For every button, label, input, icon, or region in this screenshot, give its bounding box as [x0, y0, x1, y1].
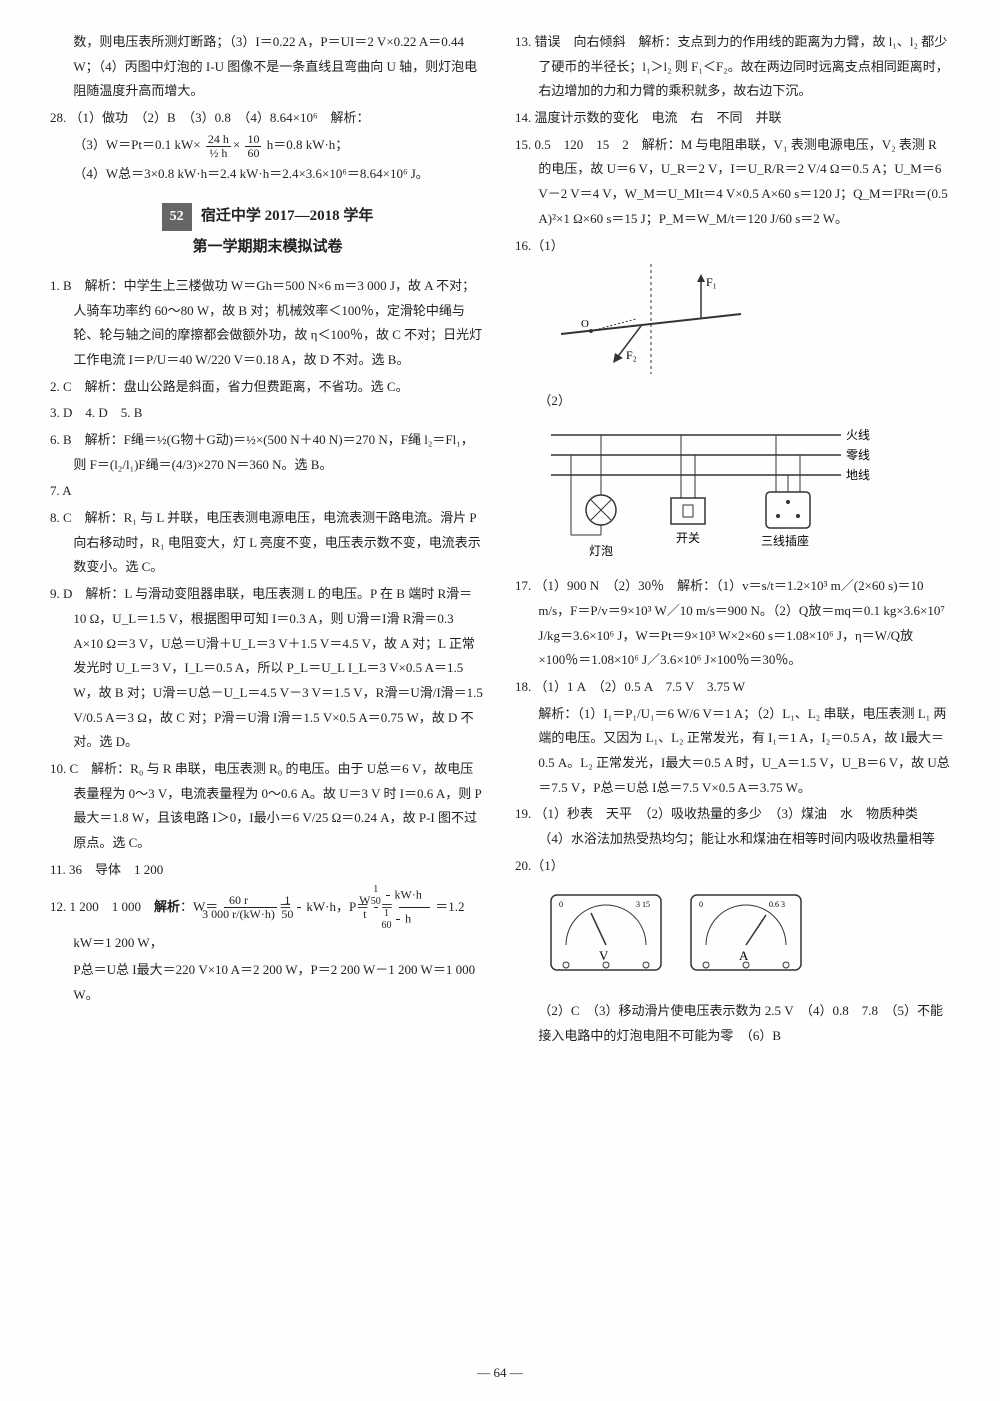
- section-title: 宿迁中学 2017—2018 学年: [201, 208, 374, 224]
- svg-text:0: 0: [699, 900, 703, 909]
- q18-text: 18. （1）1 A （2）0.5 A 7.5 V 3.75 W: [515, 679, 745, 694]
- q16-2: （2）: [515, 389, 950, 414]
- q14-text: 14. 温度计示数的变化 电流 右 不同 并联: [515, 110, 782, 125]
- lever-svg: O F₁ F₂: [541, 264, 761, 374]
- q10: 10. C 解析：R₀ 与 R 串联，电压表测 R₀ 的电压。由于 U总＝6 V…: [50, 757, 485, 856]
- q8-text: 8. C 解析：R₁ 与 L 并联，电压表测电源电压，电流表测干路电流。滑片 P…: [50, 510, 481, 574]
- q17-text: 17. （1）900 N （2）30％ 解析：（1）v＝s/t＝1.2×10³ …: [515, 578, 945, 667]
- q9: 9. D 解析：L 与滑动变阻器串联，电压表测 L 的电压。P 在 B 端时 R…: [50, 582, 485, 755]
- q27-text: 数，则电压表所测灯断路；（3）I＝0.22 A，P＝UI＝2 V×0.22 A＝…: [73, 34, 477, 98]
- q8: 8. C 解析：R₁ 与 L 并联，电压表测电源电压，电流表测干路电流。滑片 P…: [50, 506, 485, 580]
- q2-text: 2. C 解析：盘山公路是斜面，省力但费距离，不省功。选 C。: [50, 379, 409, 394]
- q6-text: 6. B 解析：F绳＝½(G物＋G动)＝½×(500 N＋40 N)＝270 N…: [50, 432, 474, 472]
- q18: 18. （1）1 A （2）0.5 A 7.5 V 3.75 W: [515, 675, 950, 700]
- q13-text: 13. 错误 向右倾斜 解析：支点到力的作用线的距离为力臂，故 l₁、l₂ 都少…: [515, 34, 949, 98]
- svg-text:A: A: [739, 948, 749, 963]
- q6: 6. B 解析：F绳＝½(G物＋G动)＝½×(500 N＋40 N)＝270 N…: [50, 428, 485, 477]
- q20: 20.（1）: [515, 854, 950, 879]
- q28-c: （4）W总＝3×0.8 kW·h＝2.4 kW·h＝2.4×3.6×10⁶＝8.…: [50, 162, 485, 187]
- q16: 16.（1）: [515, 234, 950, 259]
- q12c-text: P总＝U总 I最大＝220 V×10 A＝2 200 W，P＝2 200 W－1…: [73, 962, 475, 1002]
- svg-text:O: O: [581, 318, 589, 330]
- q18b-text: 解析：（1）I₁＝P₁/U₁＝6 W/6 V＝1 A；（2）L₁、L₂ 串联，电…: [538, 706, 949, 795]
- q12-cont: P总＝U总 I最大＝220 V×10 A＝2 200 W，P＝2 200 W－1…: [50, 958, 485, 1007]
- svg-text:地线: 地线: [846, 468, 870, 482]
- q28-b-text: （3）W＝Pt＝0.1 kW× 24 h½ h× 1060 h＝0.8 kW·h…: [73, 137, 348, 152]
- svg-text:开关: 开关: [676, 531, 700, 545]
- q27-cont: 数，则电压表所测灯断路；（3）I＝0.22 A，P＝UI＝2 V×0.22 A＝…: [50, 30, 485, 104]
- svg-text:0: 0: [559, 900, 563, 909]
- meters-svg: V 0 3 15 A 0 0.6 3: [541, 885, 821, 985]
- q16-2-label: （2）: [538, 393, 571, 408]
- page-number: — 64 —: [0, 1361, 1000, 1386]
- q28: 28. （1）做功 （2）B （3）0.8 （4）8.64×10⁶ 解析：: [50, 106, 485, 131]
- q9-text: 9. D 解析：L 与滑动变阻器串联，电压表测 L 的电压。P 在 B 端时 R…: [50, 586, 483, 749]
- q20b-text: （2）C （3）移动滑片使电压表示数为 2.5 V （4）0.8 7.8 （5）…: [538, 1003, 956, 1043]
- q20-label: 20.（1）: [515, 858, 564, 873]
- svg-text:灯泡: 灯泡: [589, 544, 613, 558]
- q7-text: 7. A: [50, 483, 72, 498]
- f1-label: F₁: [706, 275, 717, 289]
- q1-text: 1. B 解析：中学生上三楼做功 W＝Gh＝500 N×6 m＝3 000 J，…: [50, 278, 482, 367]
- svg-text:三线插座: 三线插座: [761, 533, 809, 548]
- q15: 15. 0.5 120 15 2 解析：M 与电阻串联，V₁ 表测电源电压，V₂…: [515, 133, 950, 232]
- q10-text: 10. C 解析：R₀ 与 R 串联，电压表测 R₀ 的电压。由于 U总＝6 V…: [50, 761, 482, 850]
- circuit-svg: 火线 零线 地线 灯泡 开关 三线插座: [541, 420, 901, 560]
- q11-text: 11. 36 导体 1 200: [50, 862, 163, 877]
- q12: 12. 1 200 1 000 解析：W＝ 60 r3 000 r/(kW·h)…: [50, 884, 485, 956]
- svg-text:3 15: 3 15: [636, 900, 650, 909]
- q16-label: 16.（1）: [515, 238, 564, 253]
- diagram-16-2: 火线 零线 地线 灯泡 开关 三线插座: [515, 420, 950, 569]
- q2: 2. C 解析：盘山公路是斜面，省力但费距离，不省功。选 C。: [50, 375, 485, 400]
- section-num: 52: [162, 203, 192, 232]
- f2-label: F₂: [626, 348, 637, 362]
- q3-5: 3. D 4. D 5. B: [50, 401, 485, 426]
- q12-text: 12. 1 200 1 000 解析：W＝ 60 r3 000 r/(kW·h)…: [50, 899, 465, 951]
- q17: 17. （1）900 N （2）30％ 解析：（1）v＝s/t＝1.2×10³ …: [515, 574, 950, 673]
- q20b: （2）C （3）移动滑片使电压表示数为 2.5 V （4）0.8 7.8 （5）…: [515, 999, 950, 1048]
- page: 数，则电压表所测灯断路；（3）I＝0.22 A，P＝UI＝2 V×0.22 A＝…: [0, 0, 1000, 1401]
- svg-text:零线: 零线: [846, 448, 870, 462]
- q18b: 解析：（1）I₁＝P₁/U₁＝6 W/6 V＝1 A；（2）L₁、L₂ 串联，电…: [515, 702, 950, 801]
- q28-c-text: （4）W总＝3×0.8 kW·h＝2.4 kW·h＝2.4×3.6×10⁶＝8.…: [73, 166, 428, 181]
- q19-text: 19. （1）秒表 天平 （2）吸收热量的多少 （3）煤油 水 物质种类 （4）…: [515, 806, 935, 846]
- q14: 14. 温度计示数的变化 电流 右 不同 并联: [515, 106, 950, 131]
- svg-text:V: V: [599, 948, 609, 963]
- svg-text:0.6 3: 0.6 3: [769, 900, 785, 909]
- svg-text:火线: 火线: [846, 428, 870, 442]
- q13: 13. 错误 向右倾斜 解析：支点到力的作用线的距离为力臂，故 l₁、l₂ 都少…: [515, 30, 950, 104]
- q15-text: 15. 0.5 120 15 2 解析：M 与电阻串联，V₁ 表测电源电压，V₂…: [515, 137, 948, 226]
- q28-a: 28. （1）做功 （2）B （3）0.8 （4）8.64×10⁶ 解析：: [50, 110, 370, 125]
- section-sub: 第一学期期末模拟试卷: [50, 233, 485, 262]
- q28-b: （3）W＝Pt＝0.1 kW× 24 h½ h× 1060 h＝0.8 kW·h…: [50, 133, 485, 160]
- diagram-16-1: O F₁ F₂: [515, 264, 950, 383]
- section-52-header: 52 宿迁中学 2017—2018 学年 第一学期期末模拟试卷: [50, 202, 485, 262]
- q1: 1. B 解析：中学生上三楼做功 W＝Gh＝500 N×6 m＝3 000 J，…: [50, 274, 485, 373]
- q11: 11. 36 导体 1 200: [50, 858, 485, 883]
- q7: 7. A: [50, 479, 485, 504]
- diagram-20-1: V 0 3 15 A 0 0.6 3: [515, 885, 950, 994]
- q3-text: 3. D 4. D 5. B: [50, 405, 142, 420]
- q19: 19. （1）秒表 天平 （2）吸收热量的多少 （3）煤油 水 物质种类 （4）…: [515, 802, 950, 851]
